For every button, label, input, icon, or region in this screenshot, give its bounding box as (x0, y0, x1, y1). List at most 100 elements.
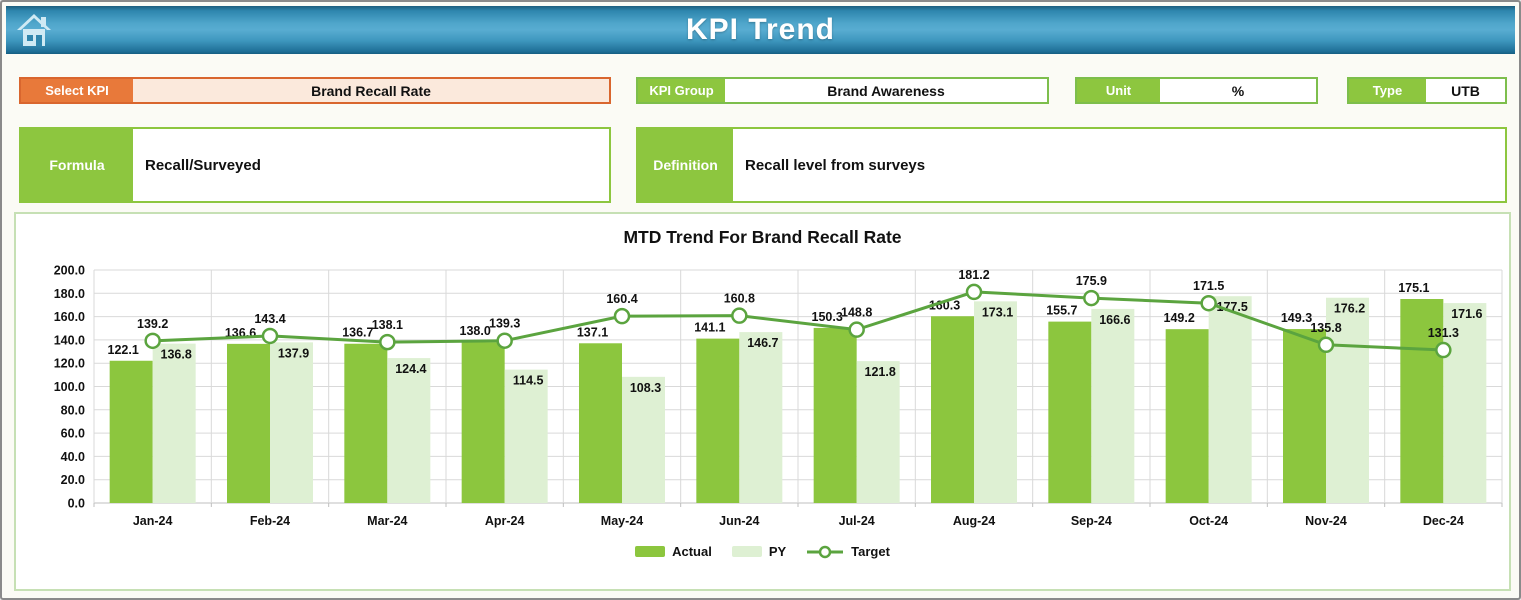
target-marker-Dec-24 (1435, 341, 1452, 359)
legend-line-marker-icon (807, 545, 844, 558)
bar-py-Nov-24 (1326, 297, 1369, 503)
data-label-target: 175.9 (1076, 274, 1107, 288)
kpi-group-group: KPI Group Brand Awareness (636, 77, 1049, 104)
select-kpi-label: Select KPI (21, 79, 133, 102)
data-label-actual: 141.1 (694, 321, 725, 335)
bar-actual-Mar-24 (344, 343, 388, 503)
data-label-actual: 138.0 (460, 324, 491, 338)
y-axis-tick-label: 200.0 (54, 264, 85, 278)
target-marker-May-24 (613, 307, 631, 325)
type-value: UTB (1426, 79, 1505, 102)
target-marker-Aug-24 (965, 283, 983, 301)
target-marker-Apr-24 (496, 332, 513, 349)
data-label-target: 148.8 (841, 306, 872, 320)
definition-label: Definition (638, 129, 733, 201)
data-label-target: 143.4 (254, 312, 285, 326)
x-axis-label: Mar-24 (367, 514, 407, 528)
x-axis-label: Aug-24 (953, 514, 995, 528)
kpi-trend-chart-panel: MTD Trend For Brand Recall Rate 0.0 20.0 4… (14, 212, 1511, 591)
target-marker-Jun-24 (731, 307, 748, 324)
data-label-actual: 155.7 (1046, 304, 1077, 318)
data-label-py: 137.9 (278, 346, 309, 360)
definition-box: Definition Recall level from surveys (636, 127, 1507, 203)
select-kpi-dropdown[interactable]: Brand Recall Rate (133, 79, 609, 102)
bar-actual-May-24 (579, 343, 622, 503)
target-marker-Mar-24 (379, 333, 396, 351)
x-axis-label: Jan-24 (133, 514, 173, 528)
bar-actual-Jun-24 (696, 338, 740, 503)
bar-py-Jun-24 (739, 332, 783, 503)
data-label-py: 124.4 (395, 362, 426, 376)
data-label-actual: 150.3 (812, 310, 843, 324)
y-axis-tick-label: 120.0 (54, 357, 85, 371)
data-label-actual: 149.3 (1281, 311, 1312, 325)
type-label: Type (1349, 79, 1426, 102)
data-label-py: 146.7 (747, 336, 778, 350)
bar-actual-Oct-24 (1165, 329, 1209, 503)
mtd-trend-chart: 0.0 20.0 40.0 60.0 80.0 100.0 120.0 140.0 160.0 1… (54, 264, 1503, 528)
y-axis-tick-label: 180.0 (54, 287, 85, 301)
legend-label-actual: Actual (672, 544, 712, 559)
y-axis-tick-label: 0.0 (68, 497, 85, 511)
data-label-py: 108.3 (630, 381, 661, 395)
formula-label: Formula (21, 129, 133, 201)
data-label-actual: 175.1 (1398, 281, 1429, 295)
data-label-py: 176.2 (1334, 302, 1365, 316)
data-label-py: 136.8 (161, 348, 192, 362)
bar-py-Dec-24 (1443, 303, 1487, 503)
data-label-py: 171.6 (1451, 307, 1482, 321)
y-axis-tick-label: 20.0 (61, 473, 85, 487)
data-label-py: 177.5 (1217, 300, 1248, 314)
chart-legend: Actual PY Target (16, 544, 1509, 559)
legend-label-py: PY (768, 544, 787, 559)
data-label-actual: 122.1 (108, 343, 139, 357)
x-axis-label: Apr-24 (485, 514, 525, 528)
formula-value: Recall/Surveyed (133, 129, 609, 201)
data-label-target: 171.5 (1193, 279, 1224, 293)
target-marker-Feb-24 (261, 327, 279, 345)
unit-value: % (1160, 79, 1316, 102)
bar-actual-Nov-24 (1283, 329, 1326, 503)
x-axis-label: Sep-24 (1071, 514, 1112, 528)
y-axis-tick-label: 140.0 (54, 333, 85, 347)
data-label-py: 121.8 (865, 365, 896, 379)
data-label-target: 160.8 (724, 292, 755, 306)
x-axis-label: Feb-24 (250, 514, 290, 528)
legend-item-py: PY (731, 544, 787, 559)
target-marker-Jul-24 (848, 321, 865, 338)
bar-py-Mar-24 (387, 358, 431, 503)
bar-actual-Aug-24 (931, 316, 974, 503)
legend-item-actual: Actual (635, 544, 712, 559)
unit-label: Unit (1077, 79, 1160, 102)
data-label-actual: 149.2 (1164, 311, 1195, 325)
target-marker-Nov-24 (1317, 336, 1335, 354)
formula-box: Formula Recall/Surveyed (19, 127, 611, 203)
x-axis-label: Nov-24 (1305, 514, 1347, 528)
y-axis-tick-label: 80.0 (61, 403, 85, 417)
target-marker-Oct-24 (1200, 294, 1217, 312)
y-axis-tick-label: 100.0 (54, 380, 85, 394)
x-axis-label: May-24 (601, 514, 643, 528)
data-label-target: 160.4 (606, 292, 637, 306)
data-label-target: 131.3 (1428, 326, 1459, 340)
legend-label-target: Target (851, 544, 890, 559)
legend-swatch-actual (635, 546, 666, 557)
target-marker-Jan-24 (144, 332, 161, 350)
data-label-target: 138.1 (372, 318, 403, 332)
target-marker-Sep-24 (1083, 289, 1100, 307)
bar-py-Jan-24 (152, 343, 196, 503)
y-axis-tick-label: 60.0 (61, 427, 85, 441)
kpi-group-label: KPI Group (638, 79, 725, 102)
legend-swatch-py (731, 546, 762, 557)
bar-py-Apr-24 (504, 369, 548, 503)
kpi-group-value: Brand Awareness (725, 79, 1047, 102)
data-label-actual: 137.1 (577, 325, 608, 339)
home-icon[interactable] (14, 11, 54, 51)
page-title: KPI Trend (685, 13, 836, 46)
bar-py-Aug-24 (974, 301, 1017, 503)
data-label-py: 173.1 (982, 305, 1013, 319)
data-label-py: 166.6 (1099, 313, 1130, 327)
unit-group: Unit % (1075, 77, 1318, 104)
bar-actual-Jan-24 (109, 360, 153, 503)
